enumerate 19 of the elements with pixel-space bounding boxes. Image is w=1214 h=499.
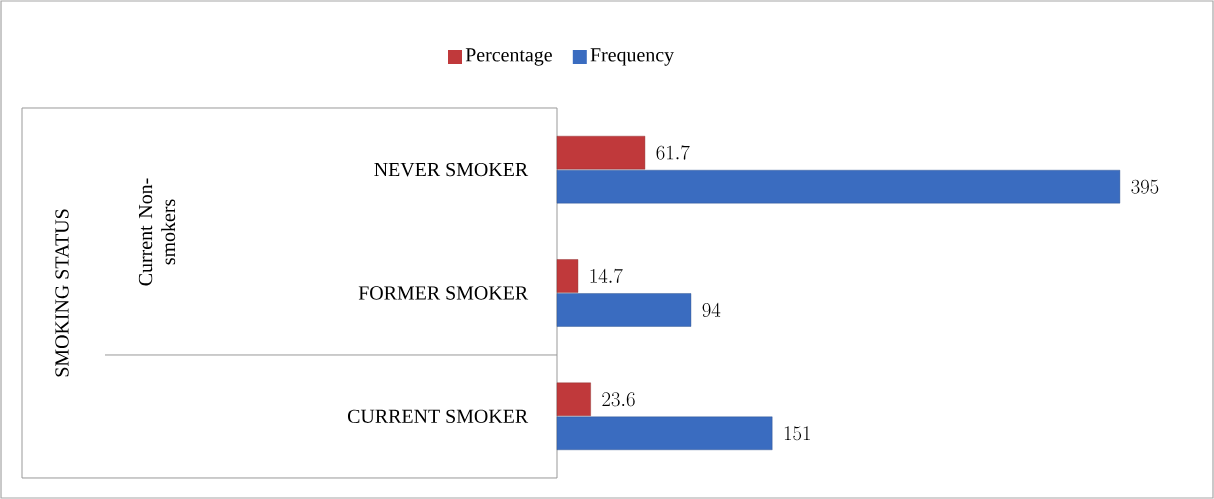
bar <box>556 416 773 451</box>
data-label: 151 <box>784 426 810 441</box>
bar <box>556 135 646 170</box>
text: SMOKING STATUS <box>55 209 69 377</box>
y-tick-label: CURRENT SMOKER <box>347 409 529 424</box>
bar <box>556 382 591 417</box>
data-label: 395 <box>1131 179 1159 194</box>
bar <box>556 169 1121 204</box>
bar <box>556 259 579 293</box>
bar <box>556 293 692 327</box>
legend-label: Frequency <box>590 48 675 66</box>
y-tick-label: FORMER SMOKER <box>358 286 529 300</box>
data-label: 94 <box>702 302 721 317</box>
data-label: 14.7 <box>590 268 623 283</box>
y-tick-label: NEVER SMOKER <box>374 162 529 177</box>
legend-label: Percentage <box>465 48 552 66</box>
text: Current Non-smokers <box>138 178 176 286</box>
data-label: 23.6 <box>602 392 635 407</box>
data-label: 61 .7 <box>656 145 690 160</box>
